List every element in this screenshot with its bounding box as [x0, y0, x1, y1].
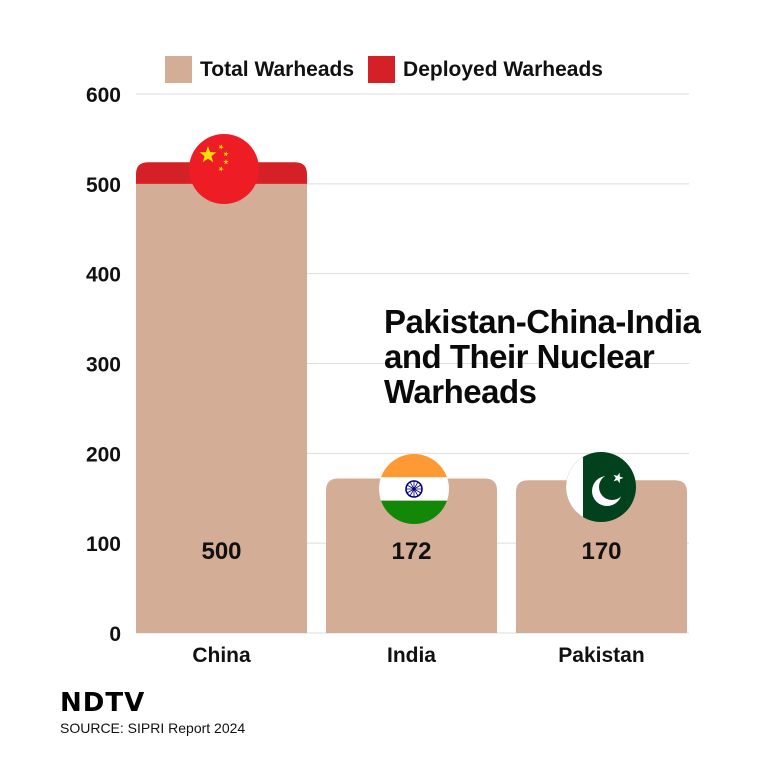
data-label: 170: [581, 538, 621, 565]
legend-item-deployed: Deployed Warheads: [368, 56, 603, 83]
x-tick-label: India: [387, 644, 436, 667]
y-tick-label: 200: [86, 443, 121, 466]
china-flag-small-star: [218, 166, 224, 172]
china-flag-small-star: [223, 159, 229, 165]
source-note: SOURCE: SIPRI Report 2024: [60, 720, 246, 736]
x-tick-label: China: [192, 644, 251, 667]
bar-total-india: [326, 478, 497, 633]
data-label: 172: [391, 538, 431, 565]
china-flag-bg: [189, 134, 259, 204]
y-tick-label: 500: [86, 174, 121, 197]
legend-item-total: Total Warheads: [165, 56, 354, 83]
india-flag-spoke: [413, 488, 419, 497]
india-flag-saffron: [379, 454, 449, 478]
india-flag-spoke: [413, 488, 422, 494]
bars: [136, 162, 687, 634]
legend-label-deployed: Deployed Warheads: [403, 57, 603, 81]
bar-total-china: [136, 183, 307, 634]
china-flag-icon: [189, 134, 259, 204]
x-tick-label: Pakistan: [558, 644, 644, 667]
chart-title: Pakistan-China-India and Their Nuclear W…: [384, 303, 701, 410]
india-flag-spoke: [406, 484, 415, 490]
y-tick-label: 300: [86, 354, 121, 377]
y-tick-label: 600: [86, 84, 121, 107]
india-flag-spoke: [409, 488, 415, 497]
y-tick-label: 400: [86, 264, 121, 287]
india-flag-spoke: [409, 481, 415, 490]
china-flag-small-star: [218, 144, 224, 150]
ndtv-logo: NDTV: [60, 688, 146, 718]
flags: [189, 134, 636, 524]
legend: Total Warheads Deployed Warheads: [0, 56, 768, 83]
labels: 0 100 200 300 400 500 600 500 China 172 India 170 Pa…: [86, 84, 645, 667]
y-tick-label: 100: [86, 533, 121, 556]
china-flag-big-star: [199, 146, 217, 163]
india-flag-icon: [379, 454, 449, 524]
legend-swatch-deployed: [368, 56, 396, 83]
india-flag-spoke: [413, 484, 422, 490]
data-label: 500: [201, 538, 241, 565]
india-flag-spoke: [413, 481, 419, 490]
legend-label-total: Total Warheads: [200, 57, 355, 81]
bar-total-pakistan: [516, 480, 687, 633]
china-flag-small-star: [223, 151, 229, 157]
india-flag-green: [379, 500, 449, 524]
y-tick-label: 0: [109, 623, 121, 646]
india-flag-spoke: [406, 488, 415, 494]
legend-swatch-total: [165, 56, 192, 83]
pakistan-flag-star: [613, 472, 624, 484]
pakistan-flag-icon: [566, 452, 636, 522]
